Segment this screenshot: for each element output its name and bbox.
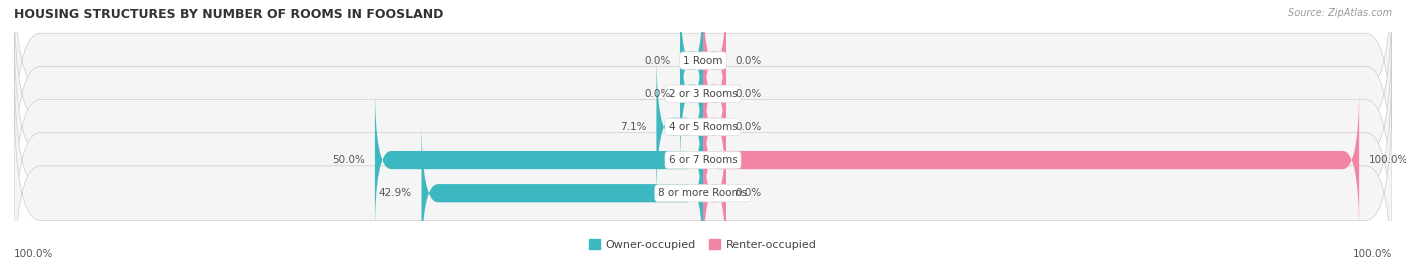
Text: 0.0%: 0.0%	[644, 89, 671, 99]
FancyBboxPatch shape	[14, 0, 1392, 199]
Text: HOUSING STRUCTURES BY NUMBER OF ROOMS IN FOOSLAND: HOUSING STRUCTURES BY NUMBER OF ROOMS IN…	[14, 8, 443, 21]
Text: 2 or 3 Rooms: 2 or 3 Rooms	[669, 89, 737, 99]
Text: 7.1%: 7.1%	[620, 122, 647, 132]
FancyBboxPatch shape	[375, 86, 703, 234]
FancyBboxPatch shape	[14, 55, 1392, 265]
Text: 100.0%: 100.0%	[14, 249, 53, 259]
Text: 0.0%: 0.0%	[735, 188, 762, 198]
FancyBboxPatch shape	[14, 88, 1392, 270]
FancyBboxPatch shape	[703, 0, 725, 134]
Text: 42.9%: 42.9%	[378, 188, 412, 198]
Text: 0.0%: 0.0%	[735, 56, 762, 66]
Text: 0.0%: 0.0%	[644, 56, 671, 66]
Text: 1 Room: 1 Room	[683, 56, 723, 66]
Text: 4 or 5 Rooms: 4 or 5 Rooms	[669, 122, 737, 132]
FancyBboxPatch shape	[681, 0, 703, 134]
FancyBboxPatch shape	[657, 53, 703, 201]
FancyBboxPatch shape	[422, 119, 703, 267]
Legend: Owner-occupied, Renter-occupied: Owner-occupied, Renter-occupied	[589, 239, 817, 250]
FancyBboxPatch shape	[703, 119, 725, 267]
FancyBboxPatch shape	[703, 20, 725, 167]
Text: 50.0%: 50.0%	[332, 155, 366, 165]
Text: 100.0%: 100.0%	[1369, 155, 1406, 165]
Text: 8 or more Rooms: 8 or more Rooms	[658, 188, 748, 198]
Text: 6 or 7 Rooms: 6 or 7 Rooms	[669, 155, 737, 165]
FancyBboxPatch shape	[703, 53, 725, 201]
Text: Source: ZipAtlas.com: Source: ZipAtlas.com	[1288, 8, 1392, 18]
FancyBboxPatch shape	[681, 20, 703, 167]
Text: 0.0%: 0.0%	[735, 122, 762, 132]
FancyBboxPatch shape	[14, 22, 1392, 232]
FancyBboxPatch shape	[703, 86, 1360, 234]
Text: 100.0%: 100.0%	[1353, 249, 1392, 259]
Text: 0.0%: 0.0%	[735, 89, 762, 99]
FancyBboxPatch shape	[14, 0, 1392, 166]
